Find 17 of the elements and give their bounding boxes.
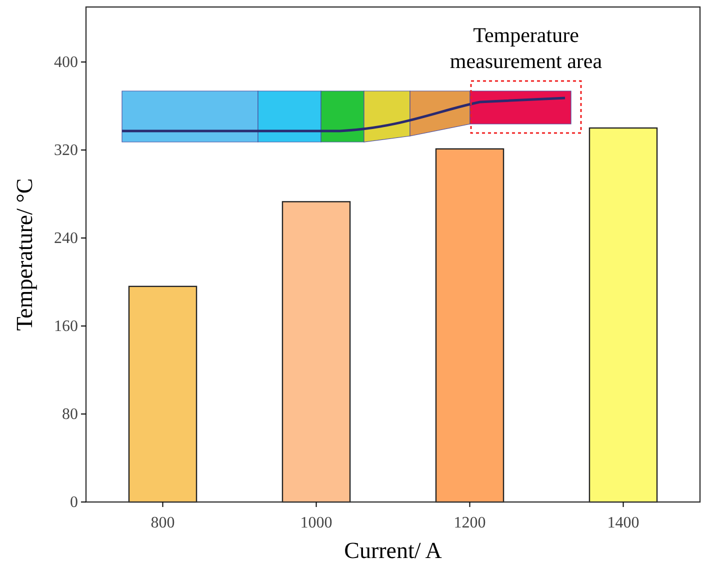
y-tick-label: 320 [54, 142, 78, 160]
y-tick-label: 80 [62, 406, 78, 424]
x-axis-title: Current/ A [344, 538, 442, 563]
y-tick-label: 160 [54, 318, 78, 336]
bar [128, 286, 198, 503]
x-tick-label: 800 [150, 514, 175, 532]
x-tick-label: 1000 [300, 514, 332, 532]
bar [588, 127, 658, 503]
x-tick-label: 1400 [607, 514, 640, 532]
y-tick-label: 240 [54, 230, 78, 248]
annotation: Temperature measurement area [450, 23, 603, 73]
bar [282, 201, 351, 503]
x-tick-label: 1200 [454, 514, 486, 532]
y-tick-label: 400 [54, 54, 78, 72]
y-axis-title: Temperature/ °C [12, 178, 37, 331]
bar [435, 148, 504, 503]
y-tick-label: 0 [70, 494, 78, 512]
